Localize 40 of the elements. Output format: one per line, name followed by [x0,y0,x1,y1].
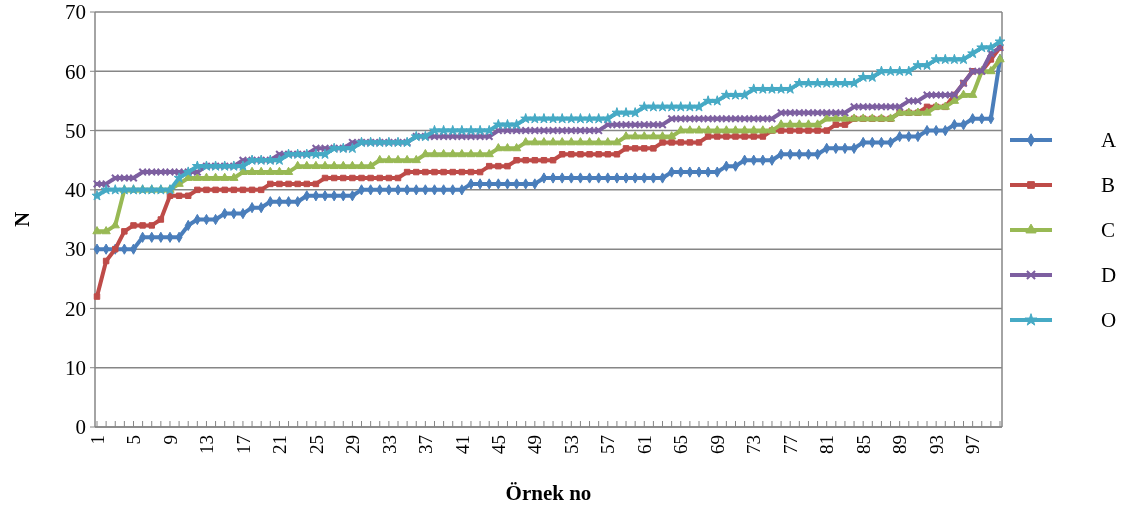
x-tick-label: 57 [597,435,619,454]
x-tick-label: 29 [342,435,364,454]
x-tick-label: 81 [816,435,838,454]
x-tick-label: 33 [378,435,400,454]
y-axis-title: N [10,211,35,228]
x-tick-label: 77 [779,435,801,454]
x-tick-label: 65 [670,435,692,454]
legend-label: D [1101,263,1117,288]
x-tick-label: 97 [962,435,984,454]
y-tick-label: 30 [65,237,86,262]
x-tick-label: 61 [633,435,655,454]
x-tick-label: 73 [743,435,765,454]
x-tick-label: 85 [852,435,874,454]
x-tick-label: 37 [415,435,437,454]
legend-label: C [1101,218,1116,243]
x-tick-label: 21 [269,435,291,454]
x-tick-label: 69 [706,435,728,454]
x-tick-label: 49 [524,435,546,454]
legend-label: B [1101,173,1116,198]
y-tick-label: 40 [65,178,86,203]
x-tick-label: 17 [232,435,254,454]
x-tick-label: 45 [487,435,509,454]
y-tick-label: 0 [75,415,86,440]
x-tick-label: 5 [123,435,145,445]
x-tick-label: 53 [560,435,582,454]
legend-label: A [1101,128,1117,153]
y-tick-label: 20 [65,296,86,321]
y-tick-label: 60 [65,59,86,84]
y-tick-label: 50 [65,118,86,143]
x-tick-label: 41 [451,435,473,454]
x-tick-label: 1 [86,435,108,445]
y-tick-label: 10 [65,356,86,381]
x-tick-label: 93 [925,435,947,454]
x-axis-title: Örnek no [505,481,592,505]
x-tick-label: 25 [305,435,327,454]
x-tick-label: 9 [159,435,181,445]
x-tick-label: 89 [889,435,911,454]
y-tick-label: 70 [65,0,86,25]
x-tick-label: 13 [196,435,218,454]
legend-label: O [1101,308,1117,333]
